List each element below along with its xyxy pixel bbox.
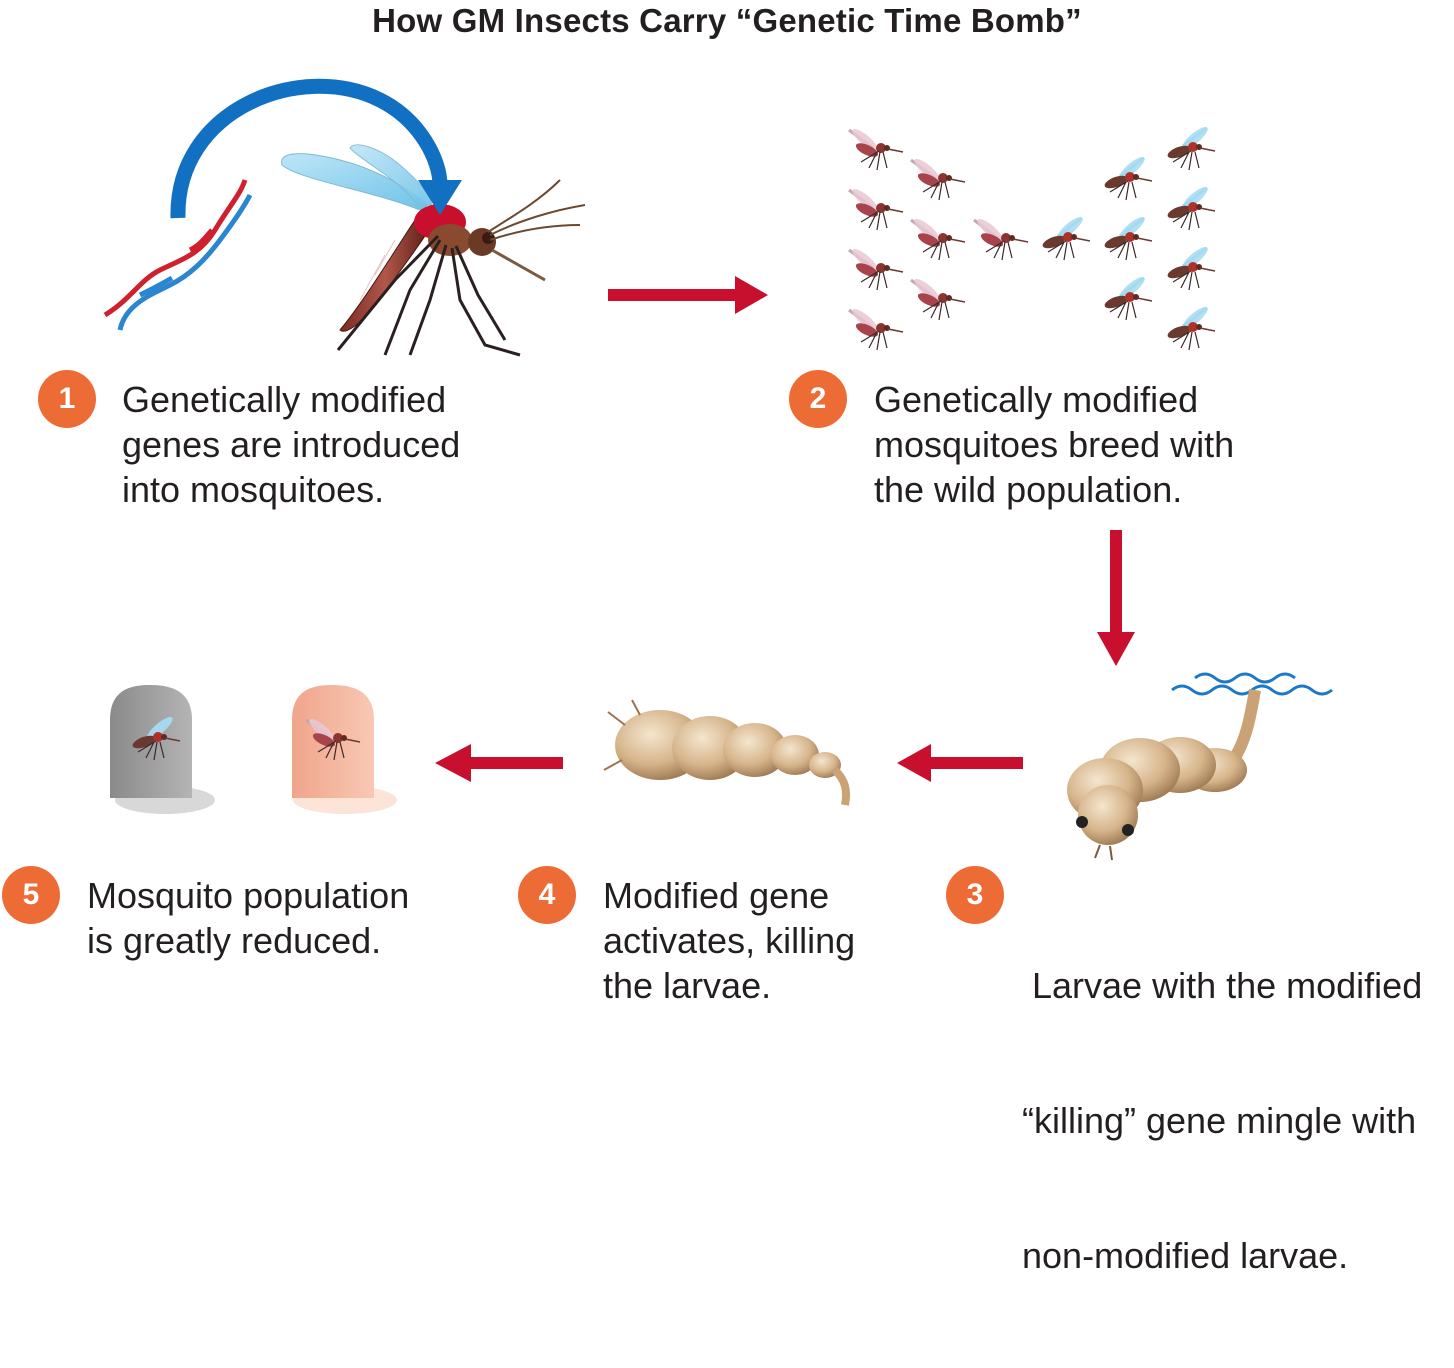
step-line: Modified gene — [603, 875, 830, 916]
step-line: Larvae with the modified — [1022, 965, 1423, 1006]
arrow-1-to-2 — [608, 276, 768, 314]
arrow-2-to-3 — [1097, 530, 1135, 666]
step-line: Mosquito population — [87, 875, 410, 916]
curved-arrow-icon — [170, 78, 462, 219]
step-line: into mosquitoes. — [122, 469, 385, 510]
arrow-3-to-4 — [897, 744, 1023, 782]
tombstone-icon — [110, 685, 215, 814]
larva-icon — [1067, 689, 1261, 861]
diagram-title: How GM Insects Carry “Genetic Time Bomb” — [372, 2, 1082, 39]
mosquito-icon — [281, 144, 586, 357]
dna-helix-icon — [103, 179, 253, 331]
step-description: Mosquito population is greatly reduced. — [87, 873, 409, 963]
step-description: Genetically modified mosquitoes breed wi… — [874, 377, 1234, 512]
step-badge: 5 — [2, 866, 60, 924]
step-badge: 3 — [946, 866, 1004, 924]
step-badge: 2 — [789, 370, 847, 428]
step-line: the wild population. — [874, 469, 1183, 510]
arrow-4-to-5 — [435, 744, 563, 782]
step-line: the larvae. — [603, 965, 772, 1006]
diagram-artwork — [103, 78, 1333, 861]
step-line: is greatly reduced. — [87, 920, 382, 961]
step-line: “killing” gene mingle with — [1022, 1100, 1417, 1141]
step-description: Modified gene activates, killing the lar… — [603, 873, 855, 1008]
tombstone-icon — [292, 685, 397, 814]
step-line: Genetically modified — [122, 379, 447, 420]
step-description: Larvae with the modified “killing” gene … — [1022, 873, 1422, 1368]
step-badge: 4 — [518, 866, 576, 924]
step-line: non-modified larvae. — [1022, 1235, 1349, 1276]
mosquito-swarm — [847, 122, 1217, 352]
step-line: Genetically modified — [874, 379, 1199, 420]
step-description: Genetically modified genes are introduce… — [122, 377, 460, 512]
larva-icon — [603, 699, 851, 806]
step-line: activates, killing — [603, 920, 856, 961]
step-badge: 1 — [38, 370, 96, 428]
step-line: genes are introduced — [122, 424, 461, 465]
step-line: mosquitoes breed with — [874, 424, 1235, 465]
